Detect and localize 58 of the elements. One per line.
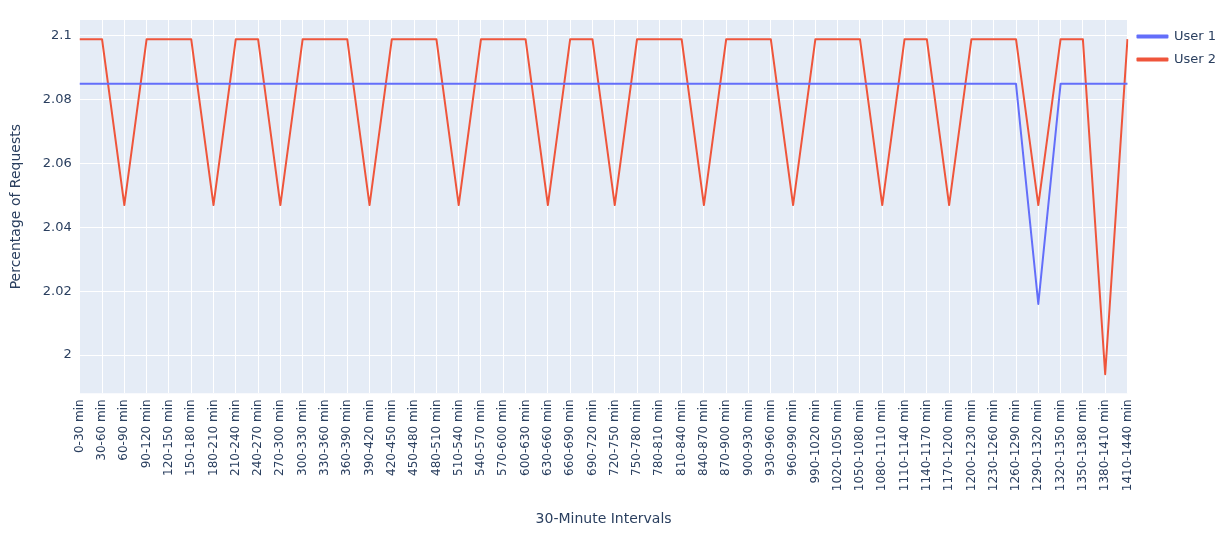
x-tick-label: 600-630 min (517, 399, 532, 476)
x-tick-label: 1140-1170 min (918, 399, 933, 492)
x-tick-label: 330-360 min (317, 399, 332, 476)
x-tick-label: 1260-1290 min (1008, 399, 1023, 492)
x-axis-title: 30-Minute Intervals (535, 510, 672, 527)
x-tick-label: 900-930 min (740, 399, 755, 476)
x-tick-label: 1050-1080 min (852, 399, 867, 492)
x-tick-label: 570-600 min (495, 399, 510, 476)
x-tick-label: 450-480 min (406, 399, 421, 476)
x-tick-label: 1230-1260 min (985, 399, 1000, 492)
x-tick-label: 840-870 min (696, 399, 711, 476)
x-tick-label: 960-990 min (785, 399, 800, 476)
x-tick-label: 930-960 min (762, 399, 777, 476)
x-tick-label: 990-1020 min (807, 399, 822, 484)
x-tick-label: 90-120 min (138, 399, 153, 469)
x-tick-label: 360-390 min (339, 399, 354, 476)
y-tick-label: 2.04 (42, 218, 72, 234)
x-tick-label: 390-420 min (361, 399, 376, 476)
legend-label: User 1 (1173, 27, 1217, 43)
x-tick-label: 870-900 min (718, 399, 733, 476)
y-tick-label: 2.02 (42, 282, 72, 298)
x-tick-label: 1110-1140 min (896, 399, 911, 492)
x-tick-label: 180-210 min (205, 399, 220, 476)
x-tick-label: 1170-1200 min (941, 399, 956, 492)
x-tick-label: 690-720 min (584, 399, 599, 476)
x-tick-label: 30-60 min (94, 399, 109, 461)
x-tick-label: 480-510 min (428, 399, 443, 476)
x-tick-label: 1080-1110 min (874, 399, 889, 492)
x-tick-label: 0-30 min (71, 399, 86, 454)
x-tick-label: 1380-1410 min (1097, 399, 1112, 492)
x-tick-label: 810-840 min (673, 399, 688, 476)
x-tick-label: 210-240 min (227, 399, 242, 476)
x-tick-label: 1350-1380 min (1075, 399, 1090, 492)
x-tick-label: 750-780 min (629, 399, 644, 476)
x-tick-label: 720-750 min (606, 399, 621, 476)
x-tick-label: 1200-1230 min (963, 399, 978, 492)
x-tick-label: 630-660 min (540, 399, 554, 476)
y-tick-label: 2.06 (42, 154, 72, 170)
x-tick-label: 240-270 min (250, 399, 265, 476)
x-tick-label: 660-690 min (562, 399, 577, 476)
legend-label: User 2 (1173, 50, 1217, 66)
y-axis-title: Percentage of Requests (7, 124, 24, 290)
y-tick-label: 2.08 (42, 91, 72, 107)
x-tick-label: 270-300 min (272, 399, 287, 476)
x-tick-label: 60-90 min (116, 399, 131, 461)
x-tick-label: 1410-1440 min (1119, 399, 1134, 492)
y-tick-label: 2 (63, 346, 72, 362)
x-tick-label: 1320-1350 min (1052, 399, 1067, 492)
x-tick-label: 1290-1320 min (1030, 399, 1045, 492)
x-tick-label: 150-180 min (183, 399, 198, 476)
x-tick-label: 540-570 min (473, 399, 488, 476)
x-tick-label: 300-330 min (294, 399, 309, 476)
x-tick-label: 780-810 min (651, 399, 666, 476)
x-tick-label: 510-540 min (450, 399, 465, 476)
x-tick-label: 420-450 min (383, 399, 398, 476)
x-tick-label: 1020-1050 min (829, 399, 844, 492)
x-tick-label: 120-150 min (161, 399, 176, 476)
y-tick-label: 2.1 (51, 27, 72, 43)
